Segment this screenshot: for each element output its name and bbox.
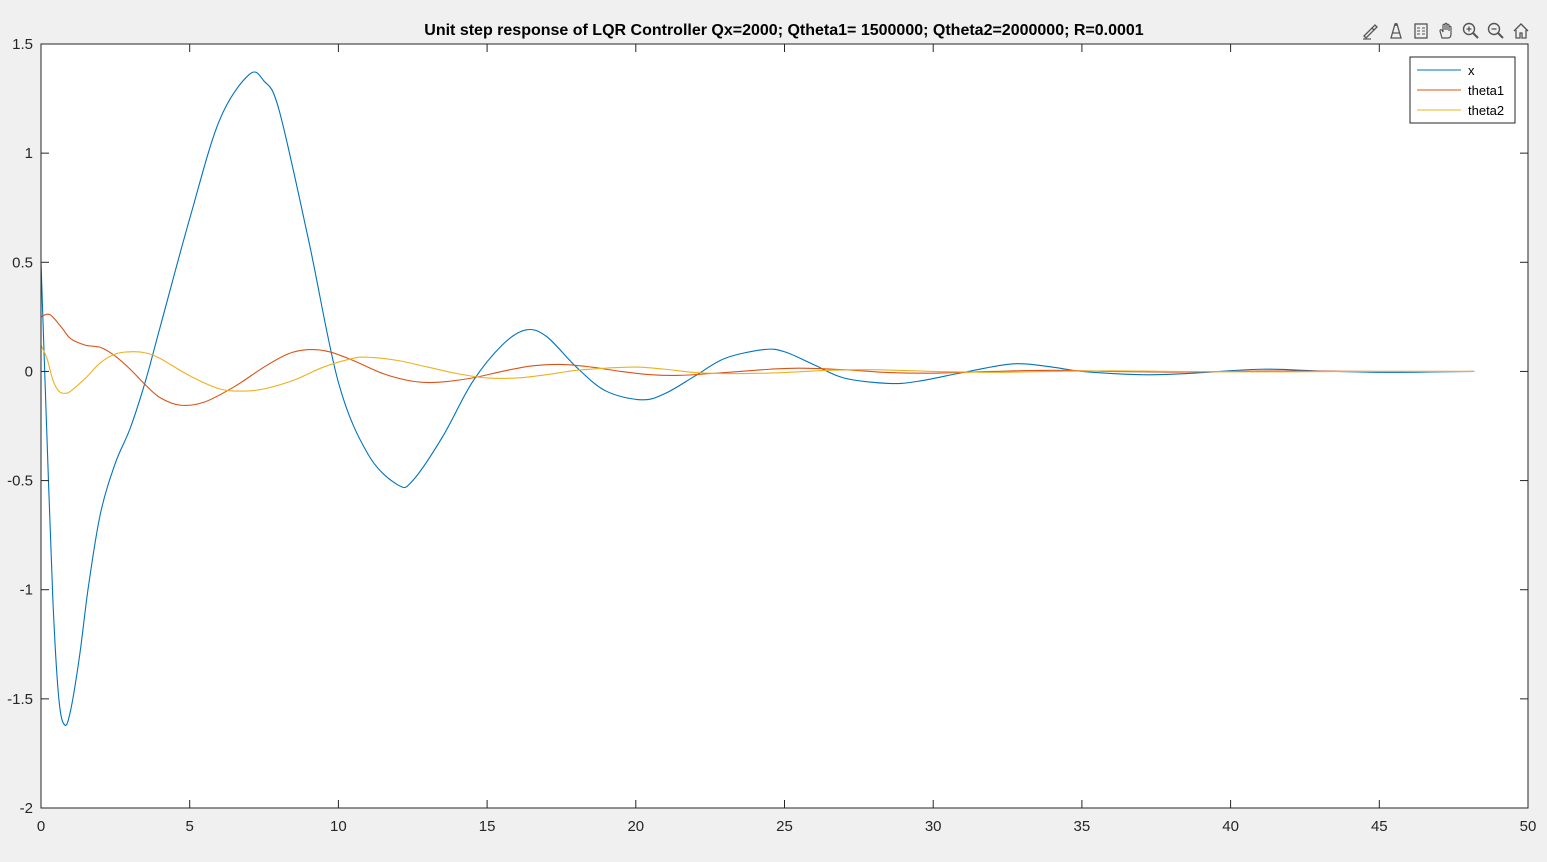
- legend-label-theta1: theta1: [1468, 83, 1504, 98]
- y-tick-label: -0.5: [7, 473, 33, 490]
- x-tick-label: 5: [186, 818, 194, 835]
- y-tick-label: -2: [20, 800, 33, 817]
- x-tick-label: 0: [37, 818, 45, 835]
- x-tick-label: 50: [1520, 818, 1537, 835]
- legend-label-x: x: [1468, 63, 1475, 78]
- x-tick-label: 10: [330, 818, 347, 835]
- pan-icon[interactable]: [1434, 19, 1458, 43]
- x-tick-label: 35: [1074, 818, 1091, 835]
- home-icon[interactable]: [1509, 19, 1533, 43]
- y-tick-label: 1: [25, 145, 33, 162]
- x-tick-label: 15: [479, 818, 496, 835]
- y-tick-label: 1.5: [12, 36, 33, 53]
- legend-toggle-icon[interactable]: [1409, 19, 1433, 43]
- x-tick-label: 20: [627, 818, 644, 835]
- axis-layer: 0 5 10 15 20 25 30 35 40 45 50 -2 -1.5 -1 -0.5 0 0.5 1 1.5: [7, 36, 1536, 835]
- y-tick-label: -1.5: [7, 691, 33, 708]
- datatip-icon[interactable]: [1384, 19, 1408, 43]
- zoom-in-icon[interactable]: [1459, 19, 1483, 43]
- series-line-theta2: [40, 344, 1475, 394]
- series-layer: [40, 71, 1475, 726]
- x-tick-label: 25: [776, 818, 793, 835]
- chart-title: Unit step response of LQR Controller Qx=…: [424, 22, 1144, 39]
- x-tick-label: 40: [1222, 818, 1239, 835]
- y-tick-label: 0.5: [12, 254, 33, 271]
- x-tick-label: 45: [1371, 818, 1388, 835]
- axes-background: [41, 44, 1528, 808]
- legend-label-theta2: theta2: [1468, 103, 1504, 118]
- axes-toolbar: [1359, 19, 1533, 43]
- y-tick-label: 0: [25, 363, 33, 380]
- y-tick-label: -1: [20, 582, 33, 599]
- series-line-x: [40, 71, 1475, 726]
- brush-icon[interactable]: [1359, 19, 1383, 43]
- zoom-out-icon[interactable]: [1484, 19, 1508, 43]
- legend[interactable]: x theta1 theta2: [1409, 56, 1516, 124]
- x-tick-label: 30: [925, 818, 942, 835]
